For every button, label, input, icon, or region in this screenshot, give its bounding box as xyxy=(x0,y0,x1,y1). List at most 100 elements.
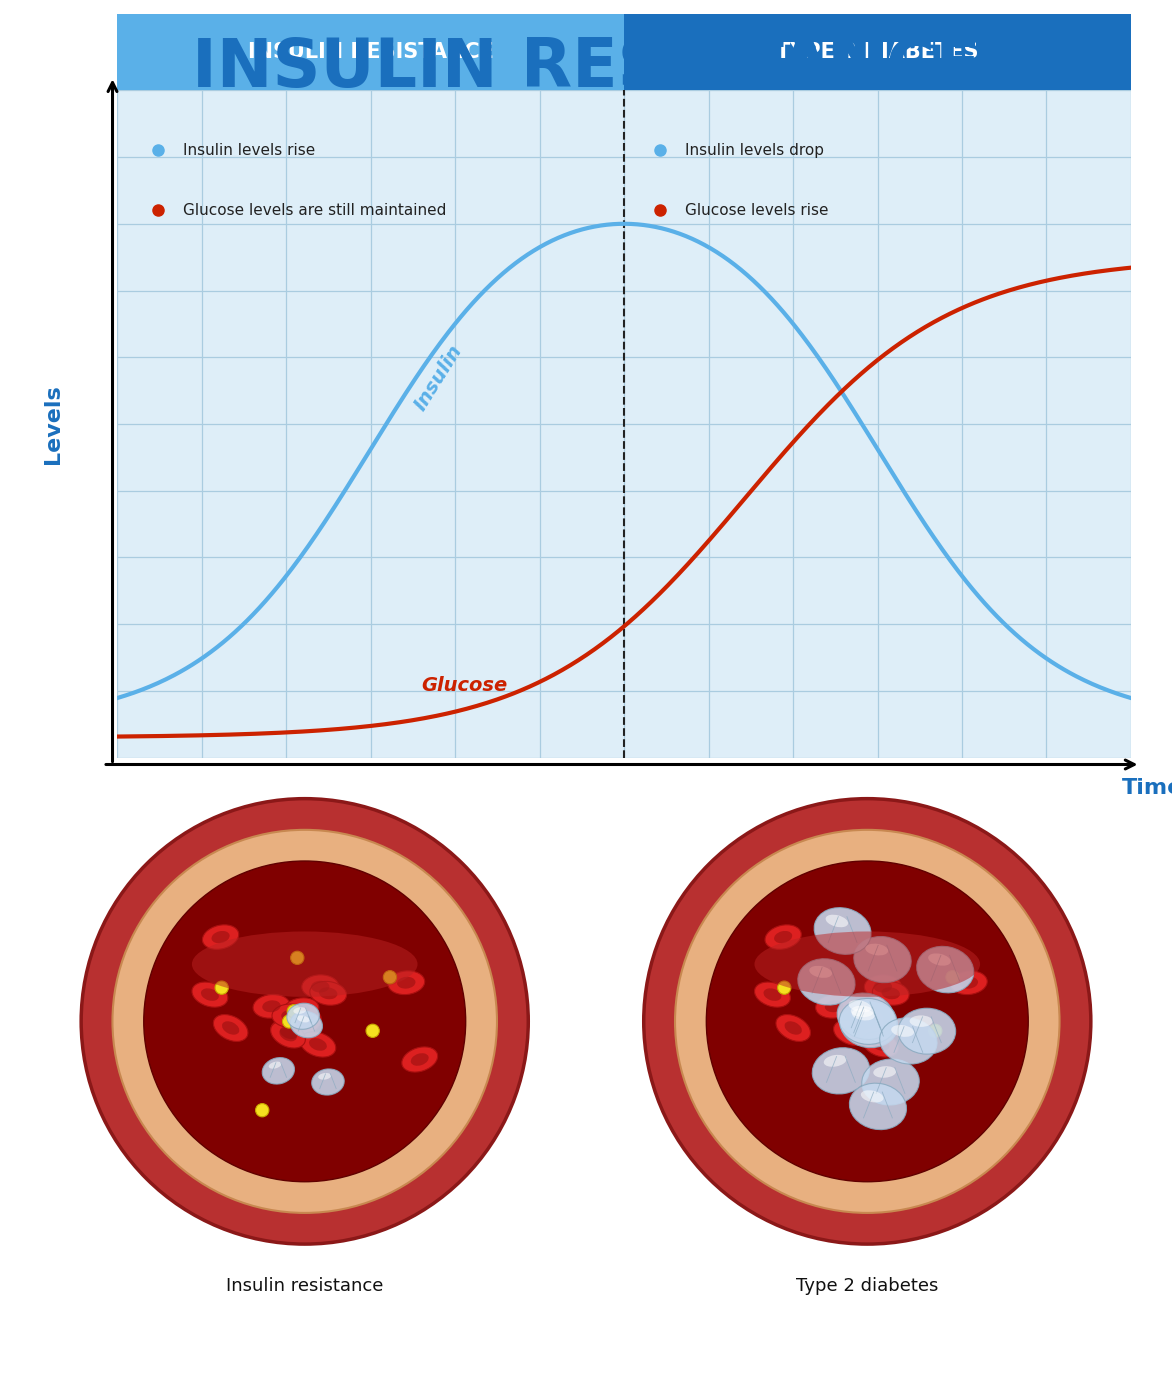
Ellipse shape xyxy=(203,924,239,949)
Ellipse shape xyxy=(865,944,888,955)
Text: INSULIN RESISTANCE: INSULIN RESISTANCE xyxy=(247,42,493,63)
Text: alamy: alamy xyxy=(23,1361,84,1377)
Ellipse shape xyxy=(824,1055,846,1066)
Ellipse shape xyxy=(774,931,792,944)
Ellipse shape xyxy=(281,1011,300,1022)
Ellipse shape xyxy=(222,1022,239,1034)
Ellipse shape xyxy=(214,981,229,994)
Ellipse shape xyxy=(854,937,911,983)
Text: Glucose: Glucose xyxy=(421,676,507,695)
Ellipse shape xyxy=(263,1058,294,1084)
Ellipse shape xyxy=(872,1038,890,1051)
Ellipse shape xyxy=(765,924,802,949)
Text: Insulin resistance: Insulin resistance xyxy=(226,1277,383,1294)
Ellipse shape xyxy=(144,860,465,1182)
Ellipse shape xyxy=(213,1015,248,1041)
Ellipse shape xyxy=(950,970,987,995)
Ellipse shape xyxy=(891,1024,914,1037)
Ellipse shape xyxy=(397,977,416,988)
Ellipse shape xyxy=(287,1011,321,1037)
Ellipse shape xyxy=(200,988,219,1001)
Ellipse shape xyxy=(928,1024,942,1037)
Ellipse shape xyxy=(271,1020,307,1045)
Text: INSULIN RESISTANCE: INSULIN RESISTANCE xyxy=(192,35,980,100)
Ellipse shape xyxy=(815,908,871,955)
Ellipse shape xyxy=(263,1001,280,1012)
Ellipse shape xyxy=(763,988,782,1001)
Ellipse shape xyxy=(255,1104,268,1116)
Ellipse shape xyxy=(840,1002,898,1048)
Ellipse shape xyxy=(643,799,1091,1244)
Ellipse shape xyxy=(383,970,396,984)
Ellipse shape xyxy=(863,1031,899,1056)
Ellipse shape xyxy=(810,966,832,979)
Ellipse shape xyxy=(319,1073,332,1080)
Ellipse shape xyxy=(292,1004,309,1016)
Ellipse shape xyxy=(291,1012,322,1038)
Text: TYPE 2 DIABETES: TYPE 2 DIABETES xyxy=(776,42,979,63)
Ellipse shape xyxy=(825,1001,843,1012)
Ellipse shape xyxy=(211,931,230,944)
Ellipse shape xyxy=(777,981,791,994)
Ellipse shape xyxy=(928,954,950,966)
Bar xyxy=(117,14,625,90)
Text: Glucose levels rise: Glucose levels rise xyxy=(684,203,829,218)
Ellipse shape xyxy=(81,799,529,1244)
Ellipse shape xyxy=(852,1009,874,1020)
Ellipse shape xyxy=(861,1059,919,1105)
Ellipse shape xyxy=(287,1004,320,1030)
Ellipse shape xyxy=(833,1020,870,1045)
Bar xyxy=(625,14,1131,90)
Ellipse shape xyxy=(309,1038,327,1051)
Ellipse shape xyxy=(858,1017,875,1030)
Ellipse shape xyxy=(881,987,900,999)
Ellipse shape xyxy=(366,1024,380,1037)
Ellipse shape xyxy=(873,981,892,992)
Ellipse shape xyxy=(851,1005,874,1017)
Ellipse shape xyxy=(837,992,894,1040)
Ellipse shape xyxy=(849,999,871,1012)
Ellipse shape xyxy=(861,1090,884,1102)
Ellipse shape xyxy=(946,970,959,984)
Ellipse shape xyxy=(291,951,304,965)
Ellipse shape xyxy=(755,931,980,997)
Ellipse shape xyxy=(784,1022,802,1034)
Ellipse shape xyxy=(293,1008,306,1013)
Ellipse shape xyxy=(909,1016,933,1027)
Ellipse shape xyxy=(268,1062,281,1069)
Ellipse shape xyxy=(872,981,909,1005)
Ellipse shape xyxy=(192,931,417,997)
Ellipse shape xyxy=(707,860,1028,1182)
Ellipse shape xyxy=(812,1048,870,1094)
Ellipse shape xyxy=(873,1066,897,1077)
Ellipse shape xyxy=(798,959,856,1005)
Text: Glucose levels are still maintained: Glucose levels are still maintained xyxy=(183,203,447,218)
Ellipse shape xyxy=(280,1026,298,1040)
Text: Levels: Levels xyxy=(42,384,63,464)
Ellipse shape xyxy=(311,981,329,992)
Ellipse shape xyxy=(192,983,227,1008)
Ellipse shape xyxy=(300,1031,336,1056)
Ellipse shape xyxy=(388,970,424,995)
Ellipse shape xyxy=(402,1047,437,1072)
Ellipse shape xyxy=(272,1004,309,1027)
Ellipse shape xyxy=(312,1069,345,1095)
Ellipse shape xyxy=(960,977,979,988)
Text: Insulin levels rise: Insulin levels rise xyxy=(183,143,315,158)
Ellipse shape xyxy=(279,1029,297,1041)
Ellipse shape xyxy=(850,1083,906,1130)
Ellipse shape xyxy=(113,830,497,1213)
Ellipse shape xyxy=(287,1005,300,1017)
Ellipse shape xyxy=(825,915,849,927)
Ellipse shape xyxy=(295,1017,313,1030)
Ellipse shape xyxy=(282,998,319,1022)
Ellipse shape xyxy=(843,1026,860,1040)
Text: Insulin levels drop: Insulin levels drop xyxy=(684,143,824,158)
Ellipse shape xyxy=(917,947,974,992)
Ellipse shape xyxy=(755,983,790,1008)
Ellipse shape xyxy=(253,994,289,1017)
Ellipse shape xyxy=(675,830,1059,1213)
Ellipse shape xyxy=(319,987,338,999)
Ellipse shape xyxy=(898,1008,955,1054)
Ellipse shape xyxy=(839,998,897,1044)
